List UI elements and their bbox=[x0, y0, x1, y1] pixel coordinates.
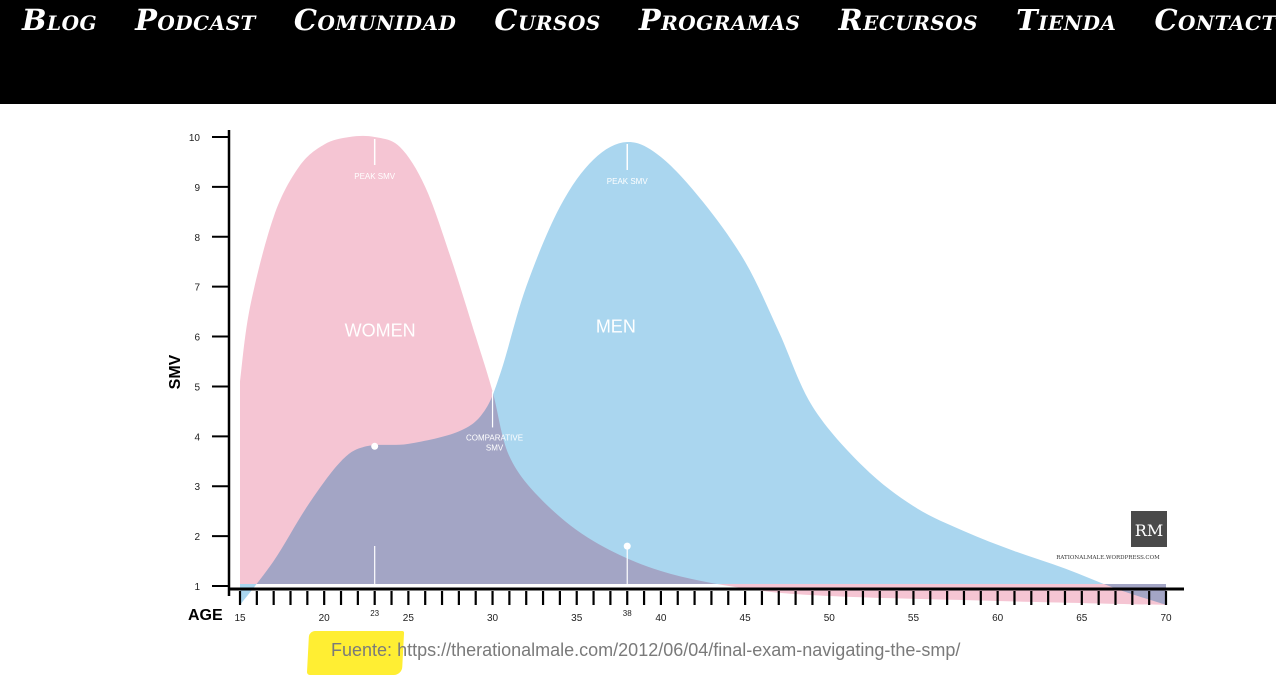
x-tick-label: 15 bbox=[234, 613, 246, 624]
nav-item-tienda[interactable]: Tienda bbox=[1016, 3, 1117, 37]
x-axis-title: AGE bbox=[188, 607, 223, 624]
y-tick-label: 2 bbox=[194, 532, 200, 543]
y-axis-title: SMV bbox=[167, 354, 184, 389]
nav-item-programas[interactable]: Programas bbox=[638, 3, 801, 37]
series-label-women: WOMEN bbox=[345, 321, 416, 341]
peak-label-women: PEAK SMV bbox=[354, 172, 396, 181]
x-tick-label: 23 bbox=[370, 609, 379, 618]
nav-item-contacto[interactable]: Contacto bbox=[1154, 3, 1276, 37]
source-link[interactable]: https://therationalmale.com/2012/06/04/f… bbox=[397, 640, 961, 660]
series-label-men: MEN bbox=[596, 317, 636, 337]
x-tick-label: 38 bbox=[623, 609, 632, 618]
x-tick-label: 25 bbox=[403, 613, 415, 624]
caption-label: Fuente: bbox=[331, 640, 393, 660]
comparative-label: COMPARATIVE bbox=[466, 433, 523, 442]
nav-item-comunidad[interactable]: Comunidad bbox=[293, 3, 457, 37]
series-area-men bbox=[240, 141, 1166, 605]
x-tick-label: 35 bbox=[571, 613, 583, 624]
x-tick-label: 20 bbox=[319, 613, 331, 624]
y-tick-label: 6 bbox=[194, 333, 200, 344]
comparative-label-smv: SMV bbox=[486, 443, 504, 452]
x-tick-label: 65 bbox=[1076, 613, 1088, 624]
x-tick-label: 50 bbox=[824, 613, 836, 624]
y-tick-label: 5 bbox=[194, 382, 200, 393]
logo-box bbox=[1131, 511, 1167, 547]
top-navigation: Blog Podcast Comunidad Cursos Programas Recur… bbox=[0, 0, 1276, 104]
x-tick-label: 45 bbox=[740, 613, 752, 624]
y-tick-label: 3 bbox=[194, 482, 200, 493]
nav-item-cursos[interactable]: Cursos bbox=[494, 3, 601, 37]
x-tick-label: 55 bbox=[908, 613, 920, 624]
nav-item-blog[interactable]: Blog bbox=[22, 3, 98, 37]
y-tick-label: 8 bbox=[194, 233, 200, 244]
peak-label-men: PEAK SMV bbox=[607, 177, 649, 186]
y-tick-label: 1 bbox=[194, 582, 200, 593]
y-tick-label: 7 bbox=[194, 283, 200, 294]
y-tick-label: 10 bbox=[189, 133, 201, 144]
y-tick-label: 9 bbox=[194, 183, 200, 194]
x-tick-label: 60 bbox=[992, 613, 1004, 624]
x-tick-label: 30 bbox=[487, 613, 499, 624]
x-tick-label: 40 bbox=[655, 613, 667, 624]
nav-item-recursos[interactable]: Recursos bbox=[838, 3, 979, 37]
x-tick-label: 70 bbox=[1160, 613, 1172, 624]
nav-item-podcast[interactable]: Podcast bbox=[135, 3, 256, 37]
logo-mark: RM bbox=[1135, 521, 1163, 540]
logo-site-label: RATIONALMALE.WORDPRESS.COM bbox=[1056, 555, 1160, 561]
y-tick-label: 4 bbox=[194, 432, 200, 443]
caption: Fuente: https://therationalmale.com/2012… bbox=[331, 640, 960, 661]
marker-point-1 bbox=[371, 442, 379, 450]
